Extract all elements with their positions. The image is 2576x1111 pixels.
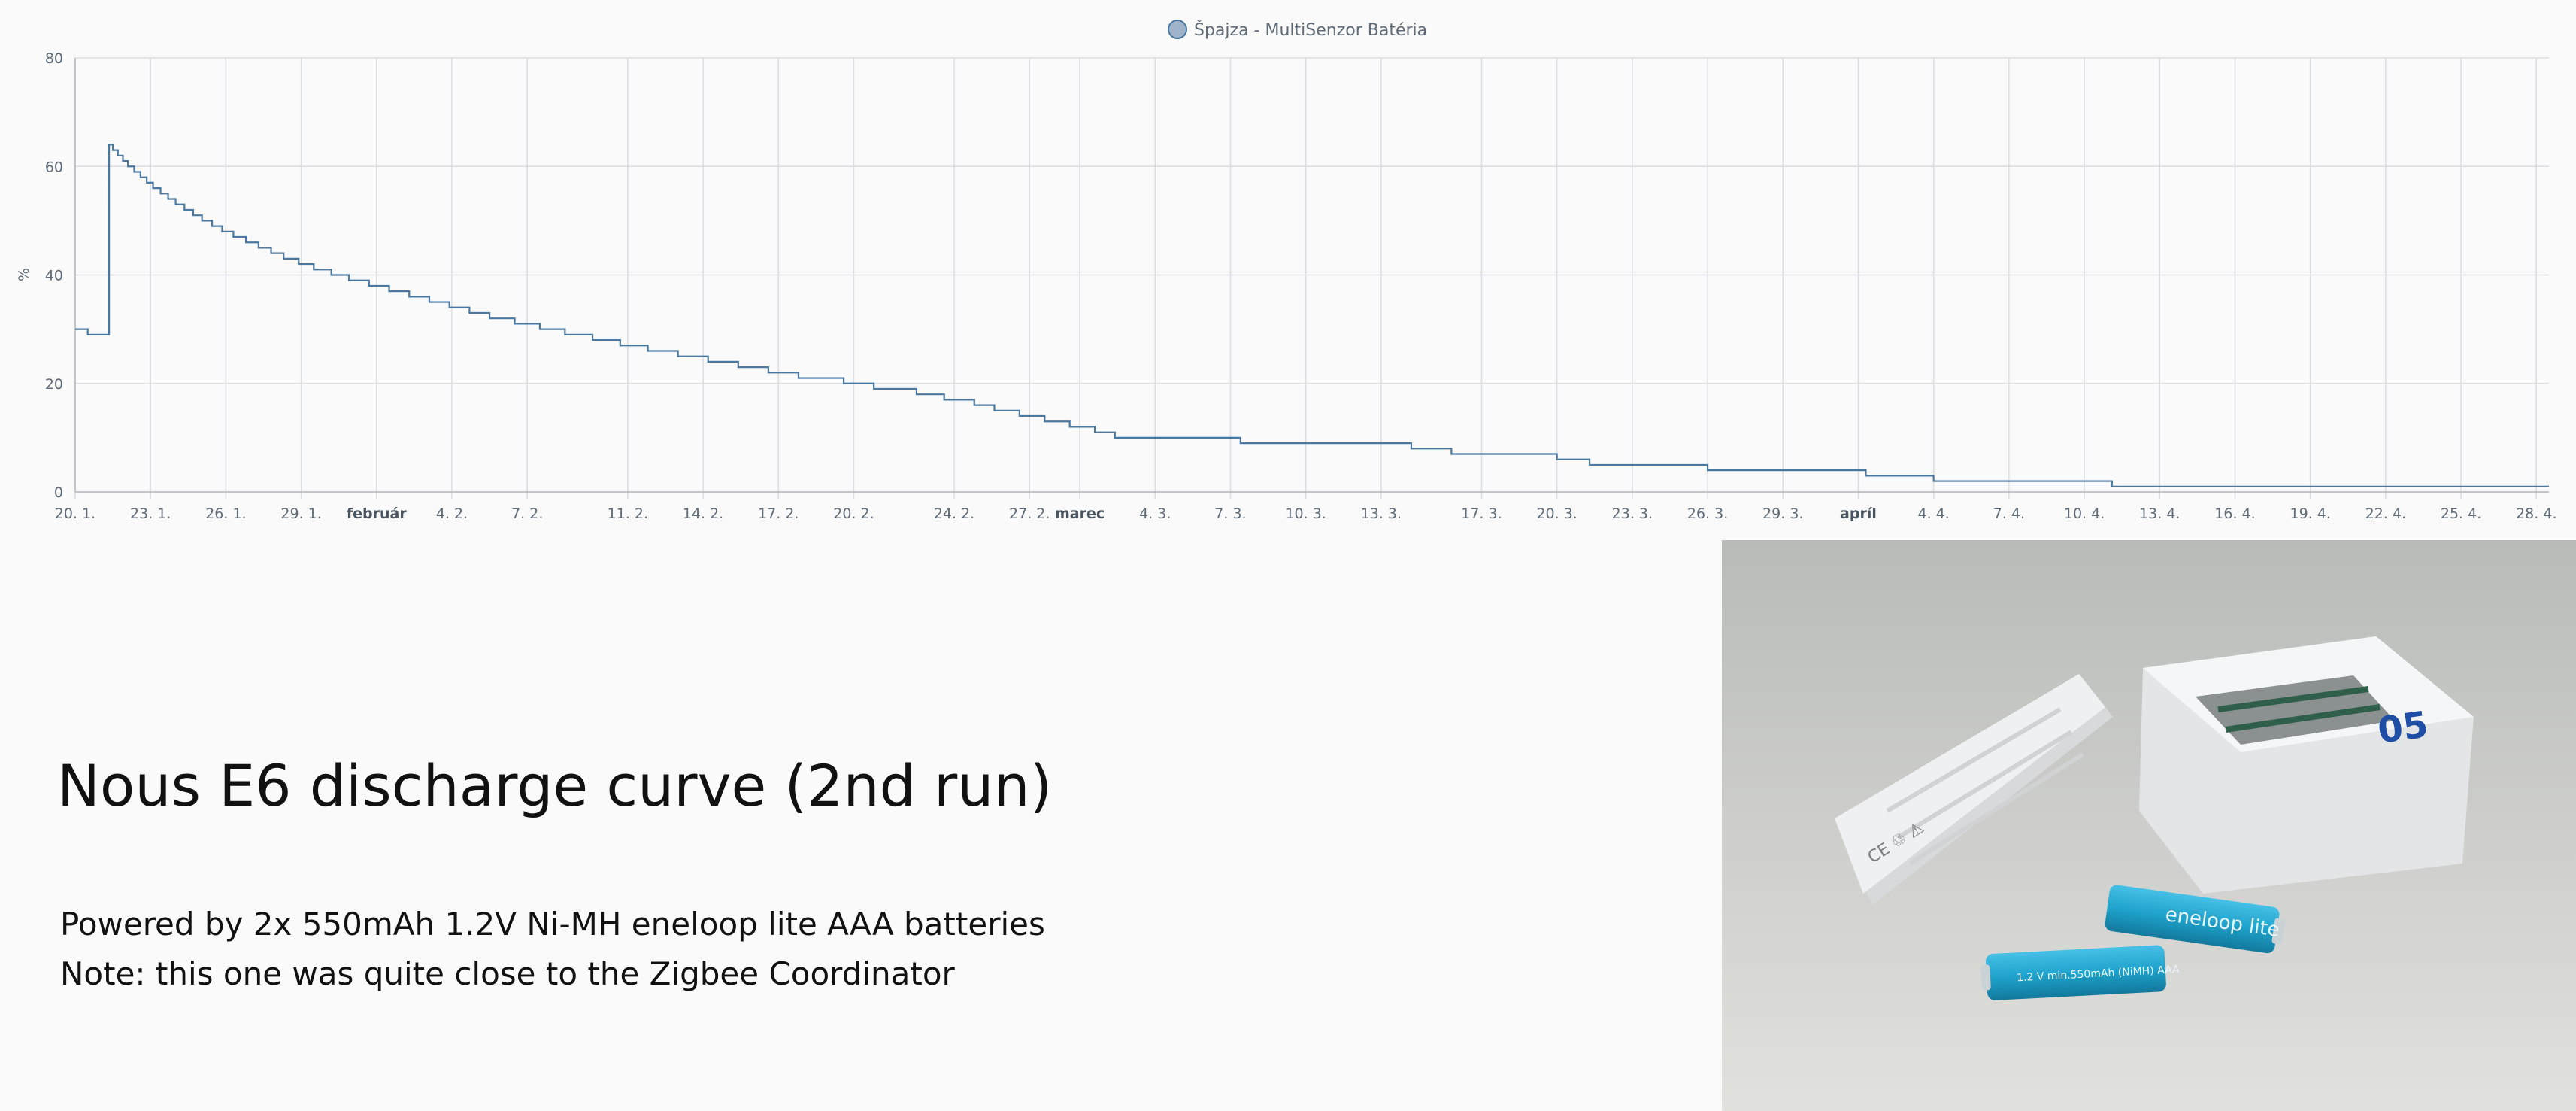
x-tick-label: apríl [1840, 505, 1877, 522]
x-tick-label: 19. 4. [2290, 505, 2330, 522]
x-tick-label: 17. 2. [758, 505, 799, 522]
device-photo: CE ♲ ⚠ 05 eneloop lite 1.2 V min.550mAh … [1722, 540, 2576, 1111]
x-tick-label: 26. 3. [1687, 505, 1728, 522]
x-tick-label: 20. 2. [833, 505, 874, 522]
x-tick-label: 20. 1. [55, 505, 95, 522]
x-tick-label: 10. 3. [1285, 505, 1326, 522]
battery-1: eneloop lite [2105, 885, 2286, 954]
x-tick-label: 27. 2. [1009, 505, 1050, 522]
x-tick-label: 7. 2. [511, 505, 543, 522]
battery-chart: Špajza - MultiSenzor Batéria 0 20 40 60 80 %… [16, 20, 2557, 522]
y-axis: 0 20 40 60 80 [45, 50, 63, 501]
x-tick-label: 26. 1. [205, 505, 246, 522]
x-tick-label: 25. 4. [2441, 505, 2481, 522]
y-tick-label: 0 [54, 484, 63, 501]
chart-grid [74, 57, 2549, 499]
x-tick-label: 7. 4. [1993, 505, 2025, 522]
x-tick-label: 4. 3. [1139, 505, 1171, 522]
y-tick-label: 20 [45, 376, 63, 393]
y-tick-label: 40 [45, 268, 63, 284]
placement-note: Note: this one was quite close to the Zi… [60, 955, 955, 992]
x-tick-label: 14. 2. [683, 505, 723, 522]
x-axis: 20. 1. 23. 1. 26. 1. 29. 1. február 4. 2. 7. 2… [55, 505, 2557, 522]
y-tick-label: 60 [45, 159, 63, 175]
x-tick-label: 23. 1. [130, 505, 171, 522]
y-axis-label: % [16, 268, 32, 281]
x-tick-label: 10. 4. [2064, 505, 2105, 522]
y-tick-label: 80 [45, 50, 63, 67]
x-tick-label: marec [1055, 505, 1105, 522]
x-tick-label: 23. 3. [1612, 505, 1653, 522]
x-tick-label: 4. 4. [1918, 505, 1950, 522]
x-tick-label: 7. 3. [1214, 505, 1246, 522]
x-tick-label: 24. 2. [934, 505, 974, 522]
x-tick-label: 16. 4. [2214, 505, 2255, 522]
x-tick-label: 4. 2. [436, 505, 468, 522]
sensor-base: 05 [2139, 636, 2474, 894]
page-title: Nous E6 discharge curve (2nd run) [57, 752, 1053, 819]
x-tick-label: február [347, 505, 407, 522]
x-tick-label: 13. 3. [1361, 505, 1402, 522]
battery-description: Powered by 2x 550mAh 1.2V Ni-MH eneloop … [60, 906, 1045, 943]
box-label: 05 [2375, 703, 2431, 752]
x-tick-label: 29. 1. [280, 505, 321, 522]
x-tick-label: 22. 4. [2365, 505, 2406, 522]
x-tick-label: 28. 4. [2516, 505, 2556, 522]
battery-2: 1.2 V min.550mAh (NiMH) AAA [1980, 945, 2180, 1000]
legend-label: Špajza - MultiSenzor Batéria [1194, 20, 1427, 40]
legend-marker [1168, 20, 1187, 39]
x-tick-label: 17. 3. [1461, 505, 1502, 522]
x-tick-label: 29. 3. [1762, 505, 1803, 522]
series-line [75, 144, 2549, 487]
chart-legend[interactable]: Špajza - MultiSenzor Batéria [1168, 20, 1427, 40]
x-tick-label: 11. 2. [608, 505, 648, 522]
x-tick-label: 20. 3. [1536, 505, 1577, 522]
x-tick-label: 13. 4. [2139, 505, 2180, 522]
battery-cover: CE ♲ ⚠ [1835, 674, 2113, 905]
